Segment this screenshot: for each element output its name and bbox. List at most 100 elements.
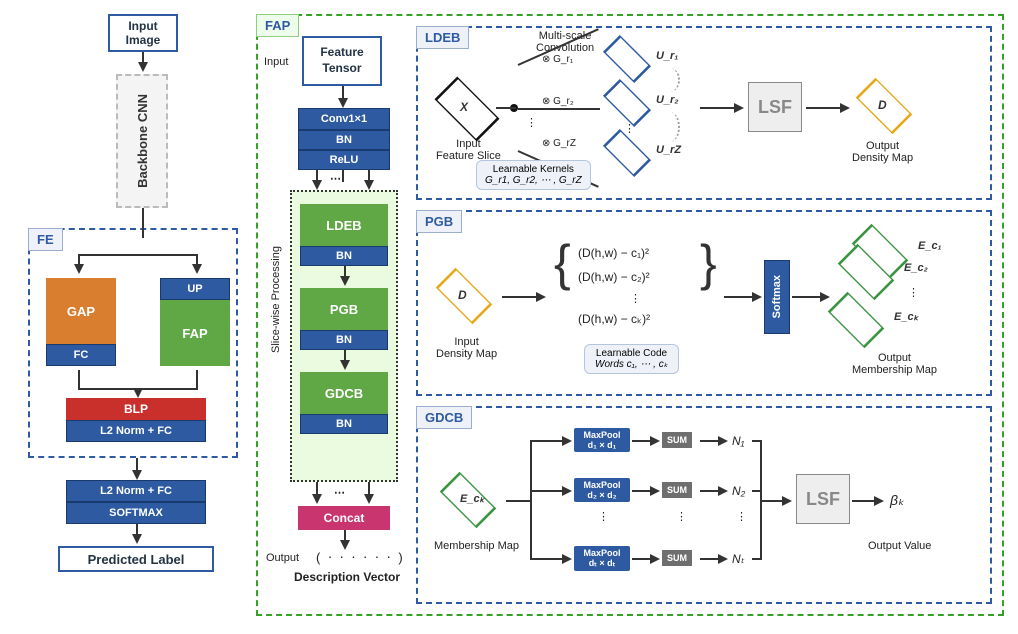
sum2: SUM <box>662 482 692 498</box>
gdcb-panel <box>416 406 992 604</box>
arrow <box>718 554 728 564</box>
concat-box: Concat <box>298 506 390 530</box>
nt: Nₜ <box>732 552 744 566</box>
pred-label-box: Predicted Label <box>58 546 214 572</box>
line <box>700 490 720 492</box>
line <box>78 254 198 256</box>
arrow <box>340 276 350 286</box>
arrow <box>312 180 322 190</box>
line <box>700 558 720 560</box>
bn3-box: BN <box>300 330 388 350</box>
gz: ⊗ G_rZ <box>542 138 576 149</box>
conv-box: Conv1×1 <box>298 108 390 130</box>
arrow <box>138 62 148 72</box>
arrow <box>650 486 660 496</box>
dots: ⋮ <box>624 122 635 135</box>
eqk: (D(h,w) − cₖ)² <box>578 312 650 326</box>
eq1: (D(h,w) − c₁)² <box>578 246 649 260</box>
fe-label: FE <box>28 228 63 251</box>
arrow <box>734 103 744 113</box>
line <box>496 107 516 109</box>
line <box>724 296 754 298</box>
input-slice: Input Feature Slice <box>436 138 501 162</box>
dots: ⋮ <box>676 510 687 523</box>
sumt: SUM <box>662 550 692 566</box>
arrow <box>820 292 830 302</box>
x-label: X <box>460 100 468 114</box>
arrow <box>312 494 322 504</box>
pgb-box: PGB <box>300 288 388 330</box>
line <box>806 107 842 109</box>
pgb-in-cap: Input Density Map <box>436 336 497 360</box>
line <box>632 440 652 442</box>
line <box>530 490 564 492</box>
fc-box: FC <box>46 344 116 366</box>
line <box>342 170 344 182</box>
uz-label: U_rZ <box>656 144 681 156</box>
arrow <box>718 486 728 496</box>
sum1: SUM <box>662 432 692 448</box>
line <box>518 108 600 110</box>
dotted <box>660 112 680 142</box>
n2: N₂ <box>732 484 745 498</box>
lsf-box-1: LSF <box>748 82 802 132</box>
dots: ⋮ <box>630 292 641 305</box>
u1-label: U_r₁ <box>656 50 678 62</box>
mp2: MaxPoold₂ × d₂ <box>574 478 630 502</box>
line <box>142 208 144 222</box>
line <box>752 558 762 560</box>
pgb-label: PGB <box>416 210 462 233</box>
brace-l: { <box>554 234 571 292</box>
l2fc1-box: L2 Norm + FC <box>66 420 206 442</box>
dots: ⋮ <box>598 510 609 523</box>
arrow <box>650 554 660 564</box>
arrow <box>536 292 546 302</box>
eq2: (D(h,w) − c₂)² <box>578 270 650 284</box>
gdcb-in: Membership Map <box>434 540 519 552</box>
vector-symbol: ( ⋅ ⋅ ⋅ ⋅ ⋅ ⋅ ) <box>316 550 405 566</box>
g2: ⊗ G_r₂ <box>542 96 574 107</box>
arrow <box>364 494 374 504</box>
arrow <box>874 496 884 506</box>
dots: ⋯ <box>334 486 345 499</box>
dots: ⋯ <box>330 172 341 185</box>
line <box>530 558 564 560</box>
ldeb-box: LDEB <box>300 204 388 246</box>
arrow <box>650 436 660 446</box>
arrow <box>718 436 728 446</box>
g1: ⊗ G_r₁ <box>542 54 573 65</box>
softmax-box: SOFTMAX <box>66 502 206 524</box>
arrow <box>132 470 142 480</box>
line <box>752 490 762 492</box>
bn4-box: BN <box>300 414 388 434</box>
gap-box: GAP <box>46 278 116 344</box>
up-box: UP <box>160 278 230 300</box>
e2-label: E_c₂ <box>904 262 928 274</box>
ldeb-label: LDEB <box>416 26 469 49</box>
mpt: MaxPooldₜ × dₜ <box>574 546 630 571</box>
relu-box: ReLU <box>298 150 390 170</box>
arrow <box>562 554 572 564</box>
arrow <box>340 360 350 370</box>
fap-input-caption: Input <box>264 56 288 68</box>
arrow <box>192 264 202 274</box>
dots: ⋮ <box>908 286 919 299</box>
line <box>530 440 532 560</box>
line <box>792 296 822 298</box>
code-callout: Learnable CodeWords c₁, ⋯ , cₖ <box>584 344 679 374</box>
l2fc2-box: L2 Norm + FC <box>66 480 206 502</box>
bn1-box: BN <box>298 130 390 150</box>
arrow <box>562 486 572 496</box>
blp-box: BLP <box>66 398 206 420</box>
line <box>852 500 876 502</box>
line <box>632 558 652 560</box>
output-label: Output <box>266 552 299 564</box>
line <box>632 490 652 492</box>
eck-label: E_cₖ <box>460 492 484 505</box>
gdcb-out: Output Value <box>868 540 931 552</box>
line <box>530 440 564 442</box>
line <box>142 222 144 238</box>
line <box>78 388 198 390</box>
pgb-out: Output Membership Map <box>852 352 937 376</box>
arrow <box>840 103 850 113</box>
